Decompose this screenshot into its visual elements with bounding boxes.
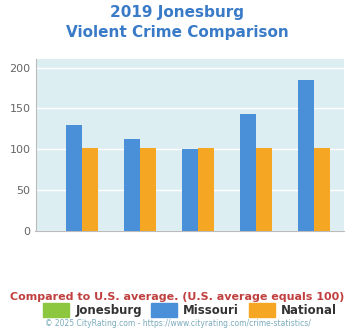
Legend: Jonesburg, Missouri, National: Jonesburg, Missouri, National xyxy=(39,299,341,322)
Bar xyxy=(140,148,156,231)
Text: 2019 Jonesburg: 2019 Jonesburg xyxy=(110,5,245,20)
Bar xyxy=(240,114,256,231)
Bar xyxy=(298,80,314,231)
Bar xyxy=(82,148,98,231)
Bar xyxy=(198,148,214,231)
Bar xyxy=(182,149,198,231)
Bar xyxy=(256,148,272,231)
Bar xyxy=(124,140,140,231)
Text: © 2025 CityRating.com - https://www.cityrating.com/crime-statistics/: © 2025 CityRating.com - https://www.city… xyxy=(45,319,310,328)
Text: Compared to U.S. average. (U.S. average equals 100): Compared to U.S. average. (U.S. average … xyxy=(10,292,345,302)
Bar xyxy=(314,148,330,231)
Bar xyxy=(66,125,82,231)
Text: Violent Crime Comparison: Violent Crime Comparison xyxy=(66,25,289,40)
